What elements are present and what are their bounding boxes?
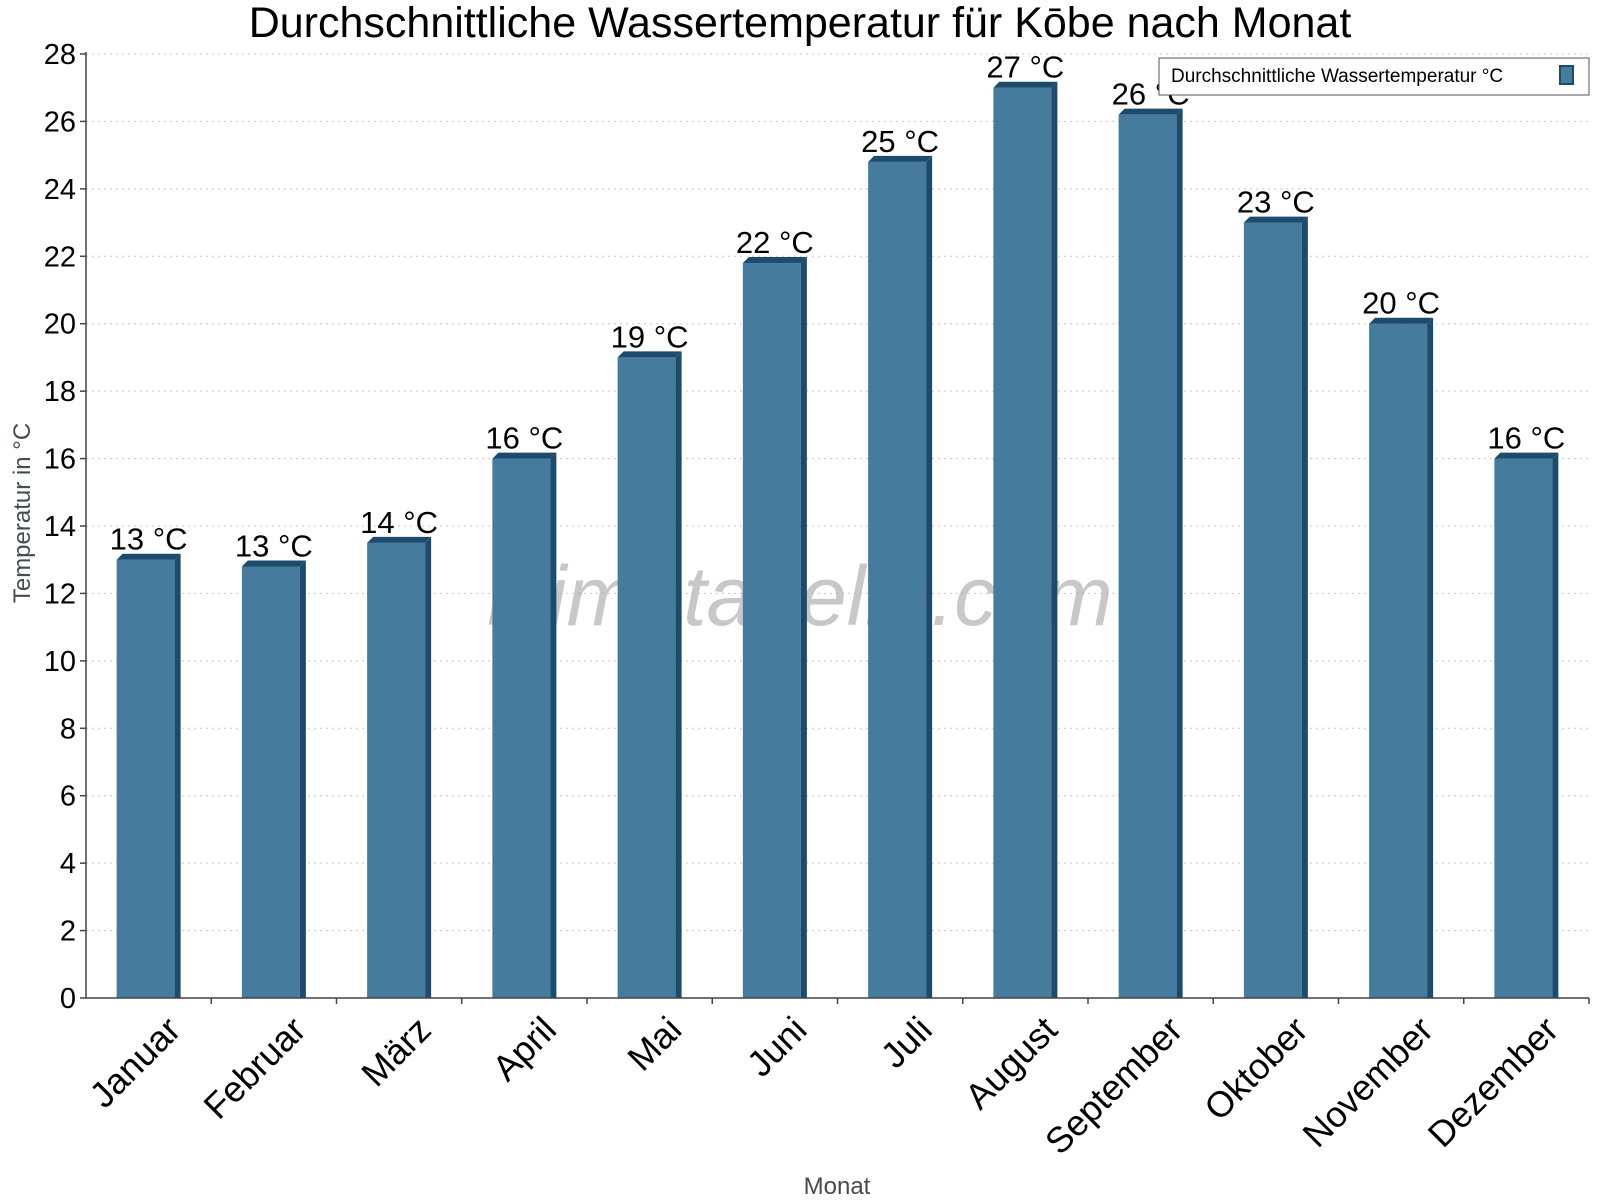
bar-face — [1118, 114, 1177, 998]
bar-side — [299, 560, 306, 998]
y-tick-label: 26 — [44, 106, 76, 138]
y-tick-label: 6 — [60, 781, 76, 813]
bar-side — [675, 351, 682, 998]
legend-swatch — [1559, 65, 1574, 85]
bar-side — [1176, 108, 1183, 998]
bar-top — [367, 536, 432, 543]
bar-side — [425, 536, 432, 998]
x-tick-label: April — [484, 1009, 564, 1089]
x-tick-label: Januar — [81, 1009, 188, 1116]
bar-top — [617, 351, 682, 358]
data-label: 23 °C — [1237, 185, 1315, 220]
y-tick-label: 4 — [60, 848, 76, 880]
bar-side — [174, 553, 181, 998]
bar-mai — [617, 351, 682, 998]
y-tick-label: 24 — [44, 174, 76, 206]
bar-face — [993, 87, 1052, 998]
chart-title: Durchschnittliche Wassertemperatur für K… — [249, 0, 1352, 47]
bar-side — [926, 155, 933, 998]
legend: Durchschnittliche Wassertemperatur °C — [1158, 57, 1590, 96]
y-tick-label: 18 — [44, 376, 76, 408]
bar-side — [1051, 81, 1058, 998]
bar-juli — [868, 155, 933, 998]
y-tick-label: 10 — [44, 646, 76, 678]
legend-box — [1158, 57, 1590, 96]
bar-face — [1243, 222, 1302, 999]
data-labels: 13 °C 13 °C 14 °C 16 °C 19 °C 22 °C 25 °C 27 °C… — [110, 50, 1566, 564]
x-tick-label: November — [1294, 1009, 1440, 1155]
data-label: 16 °C — [1487, 421, 1565, 456]
bar-face — [367, 542, 426, 998]
x-axis-title: Monat — [804, 1173, 871, 1200]
x-tick-label: Juli — [873, 1009, 940, 1076]
bar-face — [617, 357, 676, 998]
y-tick-label: 22 — [44, 241, 76, 273]
y-tick-label: 8 — [60, 713, 76, 745]
y-tick-label: 12 — [44, 578, 76, 610]
y-tick-label: 20 — [44, 309, 76, 341]
data-label: 25 °C — [861, 124, 939, 159]
x-axis-ticks: Januar Februar März April Mai Juni Juli AugustS… — [81, 998, 1590, 1163]
x-tick-label: Februar — [195, 1009, 313, 1127]
bar-august — [993, 81, 1058, 998]
bar-face — [492, 458, 551, 999]
bar-top — [993, 81, 1058, 88]
data-label: 19 °C — [611, 319, 689, 354]
x-tick-label: März — [353, 1009, 439, 1095]
bar-top — [1494, 452, 1559, 459]
bar-top — [1369, 317, 1434, 324]
y-tick-label: 14 — [44, 511, 76, 543]
bar-top — [742, 257, 807, 264]
bar-oktober — [1243, 216, 1308, 999]
bar-september — [1118, 108, 1183, 998]
bar-top — [868, 155, 933, 162]
bar-november — [1369, 317, 1434, 998]
bar-dezember — [1494, 452, 1559, 999]
bar-series — [116, 81, 1559, 999]
y-tick-label: 28 — [44, 39, 76, 71]
y-tick-label: 0 — [60, 983, 76, 1015]
bar-top — [492, 452, 557, 459]
bar-top — [1118, 108, 1183, 115]
bar-face — [1494, 458, 1553, 999]
data-label: 14 °C — [360, 505, 438, 540]
bar-juni — [742, 257, 807, 998]
bar-top — [116, 553, 181, 560]
data-label: 13 °C — [110, 522, 188, 557]
bar-face — [1369, 323, 1428, 998]
x-tick-label: September — [1037, 1009, 1191, 1163]
bar-side — [1427, 317, 1434, 998]
bar-face — [116, 559, 175, 998]
x-tick-label: Dezember — [1420, 1009, 1566, 1155]
bar-februar — [241, 560, 306, 998]
grid-lines — [86, 53, 1589, 932]
data-label: 20 °C — [1362, 286, 1440, 321]
bar-side — [550, 452, 557, 999]
bar-top — [1243, 216, 1308, 223]
bar-face — [742, 263, 801, 998]
data-label: 27 °C — [986, 50, 1064, 85]
data-label: 16 °C — [485, 421, 563, 456]
legend-entry-label: Durchschnittliche Wassertemperatur °C — [1171, 66, 1503, 87]
x-tick-label: Juni — [739, 1009, 815, 1085]
bar-märz — [367, 536, 432, 998]
x-tick-label: Oktober — [1196, 1009, 1316, 1129]
data-label: 13 °C — [235, 528, 313, 563]
bar-side — [1301, 216, 1308, 999]
x-tick-label: Mai — [619, 1009, 689, 1079]
x-tick-label: August — [957, 1009, 1065, 1117]
data-label: 22 °C — [736, 225, 814, 260]
bar-face — [241, 566, 300, 998]
bar-januar — [116, 553, 181, 998]
bar-face — [868, 161, 927, 998]
bar-april — [492, 452, 557, 999]
y-axis-title: Temperatur in °C — [9, 423, 36, 603]
bar-side — [1552, 452, 1559, 999]
y-tick-label: 16 — [44, 444, 76, 476]
bar-top — [241, 560, 306, 567]
y-tick-label: 2 — [60, 916, 76, 948]
bar-side — [800, 257, 807, 998]
